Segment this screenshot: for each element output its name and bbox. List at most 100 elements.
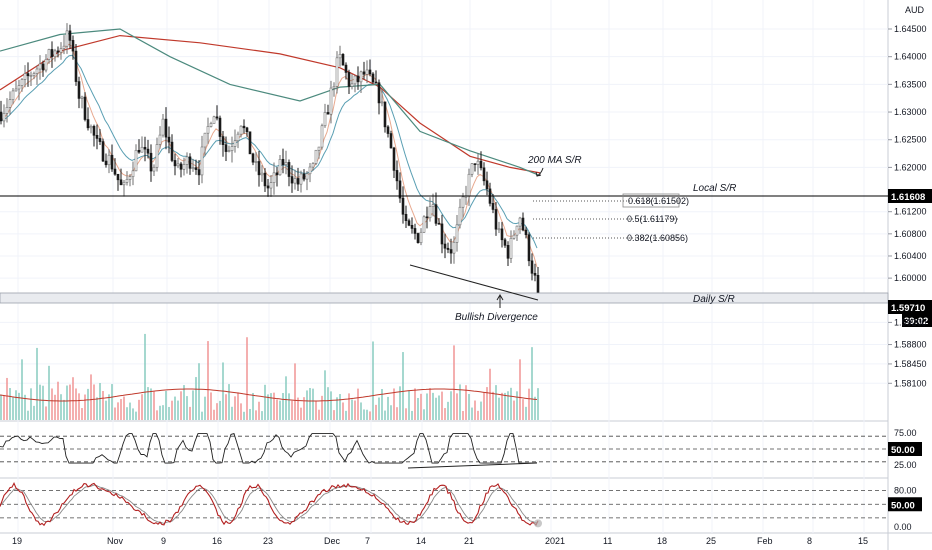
axis-unit: AUD: [905, 5, 925, 15]
volume-bar: [81, 408, 83, 420]
volume-bar: [510, 387, 512, 420]
volume-bar: [330, 391, 332, 420]
candle-body: [245, 127, 249, 133]
candle-body: [80, 96, 84, 99]
candle-body: [0, 111, 3, 122]
volume-bar: [393, 388, 395, 420]
candle-body: [203, 132, 207, 148]
volume-bar: [309, 387, 311, 420]
time-tick-label: 14: [416, 536, 426, 546]
candle-body: [509, 237, 513, 259]
time-axis[interactable]: 19 Nov 9 16 23 Dec 7 14 21 2021 11 18 25 Feb 8 15: [12, 536, 868, 546]
volume-bar: [378, 397, 380, 420]
candle-body: [425, 216, 429, 219]
volume-bar: [144, 333, 146, 420]
volume-bar: [300, 407, 302, 420]
volume-bar: [405, 408, 407, 420]
volume-bar: [204, 396, 206, 420]
volume-bar: [249, 408, 251, 420]
candle-body: [371, 73, 375, 83]
volume-bar: [480, 401, 482, 420]
candle-body: [374, 81, 378, 84]
time-tick-label: 2021: [545, 536, 565, 546]
fibonacci-levels[interactable]: [533, 193, 680, 239]
volume-bar: [192, 390, 194, 420]
volume-bar: [30, 388, 32, 420]
moving-averages: [0, 28, 541, 268]
volume-bar: [420, 393, 422, 420]
candle-body: [134, 149, 138, 172]
time-tick-label: Dec: [324, 536, 341, 546]
volume-bar: [153, 391, 155, 420]
candle-body: [164, 118, 168, 138]
volume-bar: [504, 392, 506, 420]
volume-bar: [369, 411, 371, 420]
candle-body: [44, 58, 48, 71]
volume-bar: [297, 397, 299, 420]
candle-body: [365, 69, 369, 75]
volume-bar: [486, 387, 488, 420]
candle-body: [128, 176, 132, 180]
volume-bar: [246, 337, 248, 420]
volume-bar: [282, 393, 284, 420]
volume-bar: [414, 388, 416, 420]
candle-body: [305, 173, 309, 180]
chart-drawings[interactable]: [409, 167, 544, 308]
volume-bar: [147, 387, 149, 420]
candle-body: [35, 68, 39, 74]
volume-bar: [69, 384, 71, 420]
volume-bar: [162, 405, 164, 420]
candle-body: [368, 69, 372, 75]
volume-bar: [267, 394, 269, 420]
candle-body: [524, 229, 528, 236]
volume-bar: [453, 345, 455, 420]
volume-bar: [126, 407, 128, 420]
candle-body: [200, 146, 204, 176]
candle-body: [401, 197, 405, 215]
price-tick-label: 1.58100: [894, 378, 927, 388]
candle-body: [110, 154, 114, 170]
volume-bar: [366, 409, 368, 420]
volume-bar: [363, 409, 365, 420]
volume-bar: [534, 396, 536, 420]
volume-bar: [276, 399, 278, 420]
candle-body: [62, 45, 66, 49]
volume-bar: [42, 385, 44, 420]
volume-bar: [327, 387, 329, 420]
rsi-pane: 75.00 50.00 25.00: [0, 428, 922, 470]
volume-bar: [3, 395, 5, 420]
volume-bar: [225, 394, 227, 420]
volume-bar: [234, 396, 236, 420]
candle-body: [8, 99, 12, 108]
candle-body: [521, 217, 525, 231]
candle-body: [272, 172, 276, 183]
divergence-trendline: [409, 264, 539, 301]
candle-body: [230, 146, 234, 151]
volume-bar: [33, 405, 35, 420]
volume-bar: [21, 359, 23, 420]
candle-body: [131, 170, 135, 177]
volume-bar: [120, 399, 122, 420]
candle-body: [290, 176, 294, 184]
candle-body: [77, 81, 81, 99]
candle-body: [26, 73, 30, 77]
volume-bar: [360, 402, 362, 420]
volume-bar: [189, 406, 191, 420]
horizontal-levels[interactable]: 1.61608 1.59710 39:02: [0, 189, 932, 327]
price-axis[interactable]: 1.64500 1.64000 1.63500 1.63000 1.62500 1.620…: [888, 24, 927, 388]
price-tick-label: 1.58800: [894, 340, 927, 350]
volume-bar: [531, 347, 533, 420]
volume-bar: [156, 410, 158, 420]
candle-body: [494, 209, 498, 230]
time-tick-label: 9: [161, 536, 166, 546]
candle-body: [422, 216, 426, 233]
candle-body: [251, 153, 255, 163]
candle-body: [218, 117, 222, 137]
candle-body: [308, 166, 312, 175]
candle-body: [149, 152, 153, 172]
volume-bar: [375, 404, 377, 420]
candle-body: [467, 173, 471, 197]
volume-bar: [9, 388, 11, 420]
volume-bar: [315, 401, 317, 420]
